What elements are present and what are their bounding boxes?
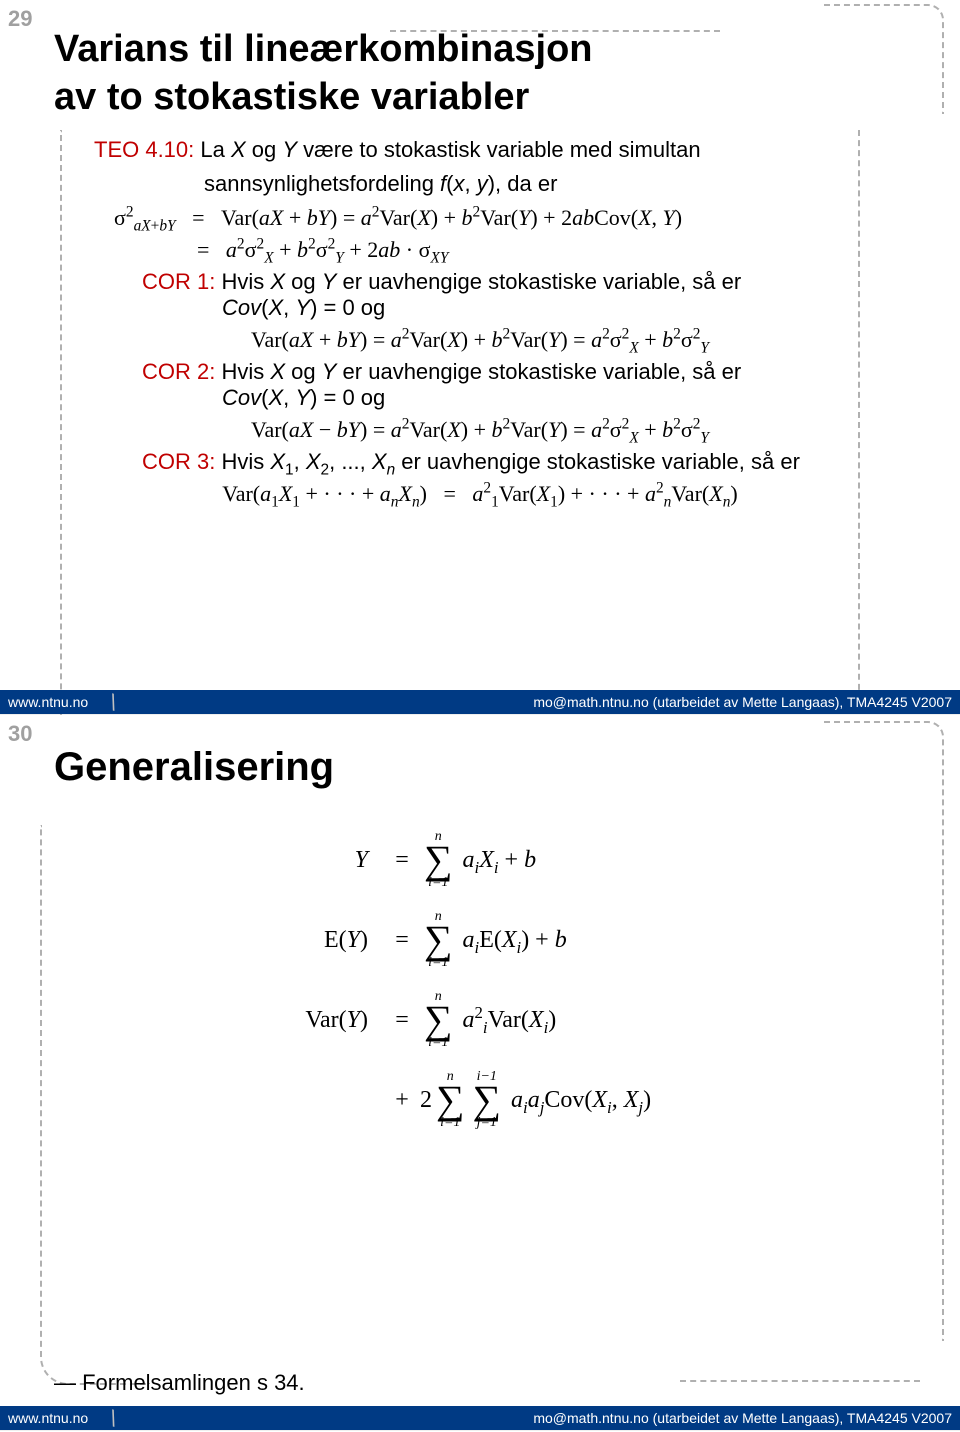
corner-ornament-bl <box>40 825 150 1385</box>
slide-title: Varians til lineærkombinasjon av to stok… <box>54 26 906 121</box>
cor2: COR 2: Hvis X og Y er uavhengige stokast… <box>142 359 906 411</box>
teo-text-1: La X og Y være to stokastisk variable me… <box>194 137 700 162</box>
slide-footer: www.ntnu.no ∖ mo@math.ntnu.no (utarbeide… <box>0 690 960 714</box>
eq-ey: E(Y) = n∑i=1 aiE(Xi) + b <box>254 910 906 970</box>
cor3: COR 3: Hvis X1, X2, ..., Xn er uavhengig… <box>142 449 906 475</box>
equation-block: Y = n∑i=1 aiXi + b E(Y) = n∑i=1 aiE(Xi) … <box>254 830 906 1130</box>
page-number: 29 <box>8 6 32 32</box>
teo-line: TEO 4.10: La X og Y være to stokastisk v… <box>94 137 906 163</box>
footnote: — Formelsamlingen s 34. <box>54 1370 305 1396</box>
corner-ornament-tr <box>824 4 944 114</box>
slide-footer: www.ntnu.no ∖ mo@math.ntnu.no (utarbeide… <box>0 1406 960 1430</box>
eq-vary: Var(Y) = n∑i=1 a2iVar(Xi) <box>254 990 906 1050</box>
footer-url: www.ntnu.no <box>8 1410 88 1426</box>
footer-left: www.ntnu.no ∖ <box>8 690 119 715</box>
slide-29: 29 Varians til lineærkombinasjon av to s… <box>0 0 960 715</box>
footer-left: www.ntnu.no ∖ <box>8 1406 119 1431</box>
corner-ornament-tr <box>824 721 944 1341</box>
title-line-2: av to stokastiske variabler <box>54 76 529 118</box>
teo-text-2: sannsynlighetsfordeling f(x, y), da er <box>204 171 906 197</box>
cor2-text: Hvis X og Y er uavhengige stokastiske va… <box>215 359 741 384</box>
footer-right: mo@math.ntnu.no (utarbeidet av Mette Lan… <box>533 1410 952 1426</box>
slide-30: 30 Generalisering Y = n∑i=1 aiXi + b E(Y… <box>0 715 960 1431</box>
cor1-text: Hvis X og Y er uavhengige stokastiske va… <box>215 269 741 294</box>
dash-line-right <box>858 130 860 710</box>
cor3-text: Hvis X1, X2, ..., Xn er uavhengige stoka… <box>215 449 800 474</box>
footer-url: www.ntnu.no <box>8 694 88 710</box>
title-line-1: Varians til lineærkombinasjon <box>54 28 593 70</box>
math-var-axby-1: σ2aX+bY = Var(aX + bY) = a2Var(X) + b2Va… <box>114 205 906 231</box>
cor1: COR 1: Hvis X og Y er uavhengige stokast… <box>142 269 906 321</box>
footer-divider-icon: ∖ <box>103 1404 122 1431</box>
cor1-text2: Cov(X, Y) = 0 og <box>222 295 906 321</box>
footer-divider-icon: ∖ <box>103 688 122 715</box>
slide-title: Generalisering <box>54 745 906 790</box>
eq-y: Y = n∑i=1 aiXi + b <box>254 830 906 890</box>
footer-right: mo@math.ntnu.no (utarbeidet av Mette Lan… <box>533 694 952 710</box>
dash-line-title <box>390 30 720 32</box>
eq-vary-cov: + 2 n∑i=1 i−1∑j=1 aiajCov(Xi, Xj) <box>254 1070 906 1130</box>
page-number: 30 <box>8 721 32 747</box>
cor2-text2: Cov(X, Y) = 0 og <box>222 385 906 411</box>
math-var-axby-2: = a2σ2X + b2σ2Y + 2ab · σXY <box>197 237 906 263</box>
dash-line-bottom <box>680 1380 920 1382</box>
